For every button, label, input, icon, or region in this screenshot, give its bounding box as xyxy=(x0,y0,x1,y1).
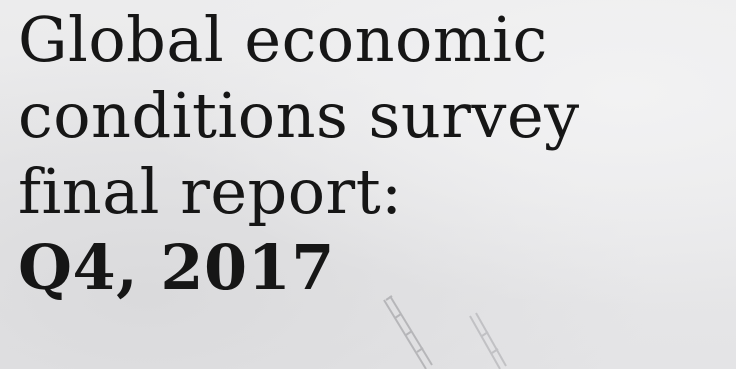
report-title-line-3: final report: xyxy=(18,155,403,228)
report-title-line-1: Global economic xyxy=(18,3,548,76)
report-period: Q4, 2017 xyxy=(18,231,335,304)
report-title-line-2: conditions survey xyxy=(18,79,580,152)
report-title: Global economic conditions survey final … xyxy=(18,2,580,306)
